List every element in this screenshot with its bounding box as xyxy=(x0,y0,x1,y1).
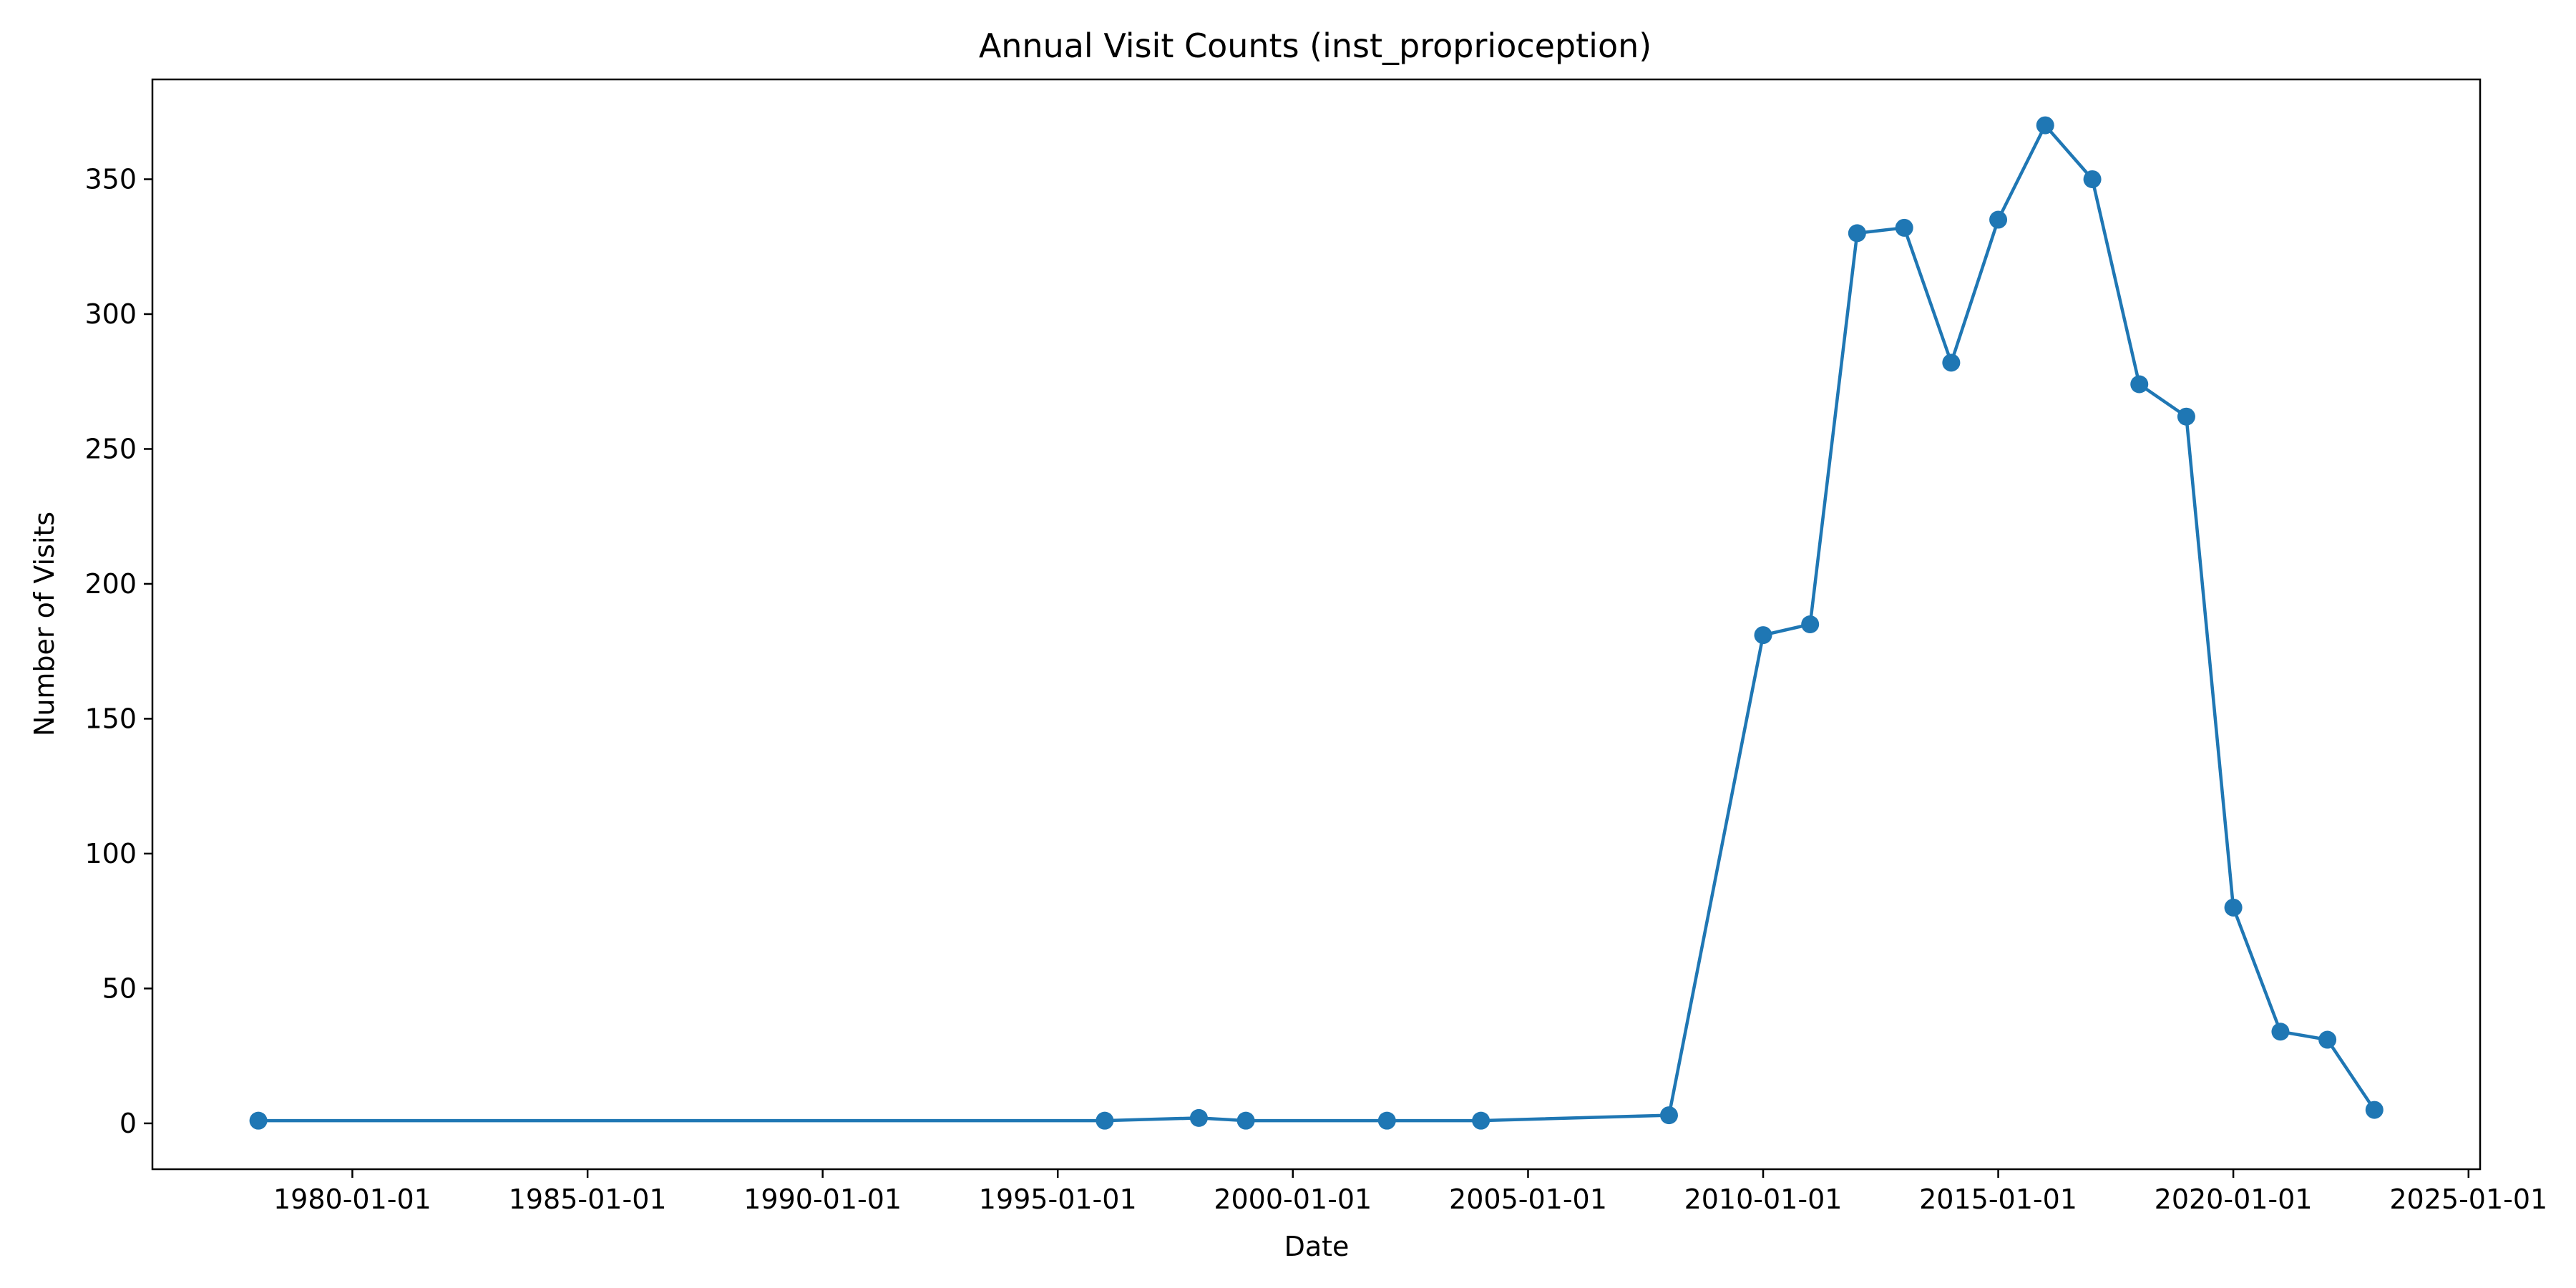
y-tick-label: 300 xyxy=(84,298,137,330)
x-tick-label: 1995-01-01 xyxy=(979,1184,1137,1215)
x-tick-label: 2000-01-01 xyxy=(1214,1184,1372,1215)
data-point xyxy=(2177,407,2195,426)
y-tick-label: 100 xyxy=(84,838,137,869)
x-tick-label: 2010-01-01 xyxy=(1684,1184,1843,1215)
x-axis: 1980-01-01 1985-01-01 1990-01-01 1995-01-01… xyxy=(273,1169,2547,1215)
y-tick-label: 150 xyxy=(84,703,137,734)
y-tick-label: 200 xyxy=(84,568,137,600)
y-axis-label: Number of Visits xyxy=(29,512,60,736)
y-tick-label: 350 xyxy=(84,163,137,195)
plot-area xyxy=(151,78,2482,1171)
x-axis-label: Date xyxy=(1284,1231,1350,1262)
data-point xyxy=(1895,218,1913,237)
data-point xyxy=(2318,1030,2337,1049)
y-axis: 0 50 100 150 200 250 300 350 xyxy=(84,163,152,1139)
data-point xyxy=(2083,170,2102,188)
x-tick-label: 1980-01-01 xyxy=(273,1184,431,1215)
data-point xyxy=(1096,1111,1114,1130)
data-point xyxy=(1989,210,2008,229)
x-tick-label: 2005-01-01 xyxy=(1449,1184,1607,1215)
data-point xyxy=(1377,1111,1396,1130)
data-point xyxy=(2130,375,2149,394)
data-point xyxy=(1754,626,1772,645)
x-tick-label: 1985-01-01 xyxy=(509,1184,667,1215)
axes-frame xyxy=(151,78,2482,1171)
data-point xyxy=(1189,1108,1208,1127)
x-tick-label: 2020-01-01 xyxy=(2155,1184,2313,1215)
data-point xyxy=(2365,1101,2384,1119)
data-point xyxy=(1942,353,1961,372)
data-point xyxy=(249,1111,268,1130)
data-point xyxy=(2271,1023,2290,1041)
chart-title: Annual Visit Counts (inst_proprioception… xyxy=(979,26,1652,65)
y-tick-label: 50 xyxy=(102,972,137,1004)
series-layer xyxy=(249,116,2384,1130)
y-tick-label: 250 xyxy=(84,433,137,464)
x-tick-label: 2025-01-01 xyxy=(2389,1184,2547,1215)
data-point xyxy=(2036,116,2054,135)
y-tick-label: 0 xyxy=(119,1108,137,1139)
data-point xyxy=(1236,1111,1255,1130)
data-point xyxy=(2224,898,2243,917)
x-tick-label: 1990-01-01 xyxy=(743,1184,902,1215)
data-point xyxy=(1848,224,1866,243)
x-tick-label: 2015-01-01 xyxy=(1919,1184,2077,1215)
data-point xyxy=(1472,1111,1491,1130)
data-point xyxy=(1801,615,1820,633)
data-point xyxy=(1659,1106,1678,1125)
